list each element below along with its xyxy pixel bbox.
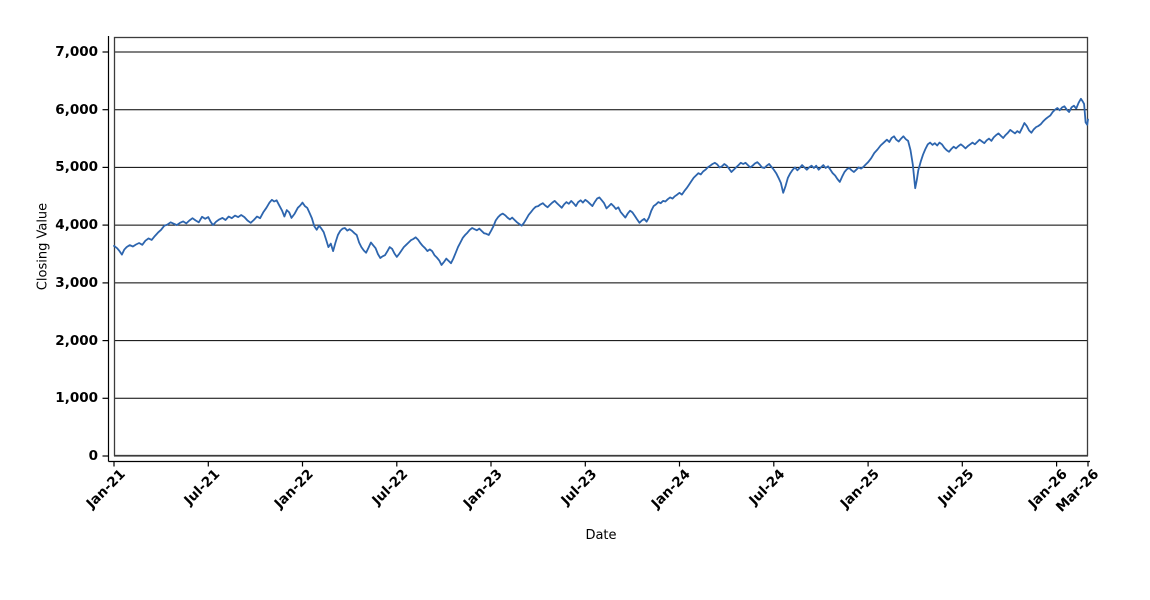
y-tick-label: 3,000 [55, 274, 98, 291]
x-axis-title: Date [585, 528, 617, 543]
y-tick-label: 4,000 [55, 217, 98, 234]
plot-frame [113, 36, 1089, 457]
y-tick-label: 2,000 [55, 332, 98, 349]
y-tick-label: 1,000 [55, 390, 98, 407]
y-tick-label: 0 [88, 448, 98, 464]
y-tick-label: 7,000 [55, 44, 98, 60]
y-tick-label: 5,000 [55, 159, 98, 176]
price-line [113, 97, 1089, 266]
y-axis-title: Closing Value [35, 202, 51, 291]
y-tick-label: 6,000 [55, 101, 98, 118]
